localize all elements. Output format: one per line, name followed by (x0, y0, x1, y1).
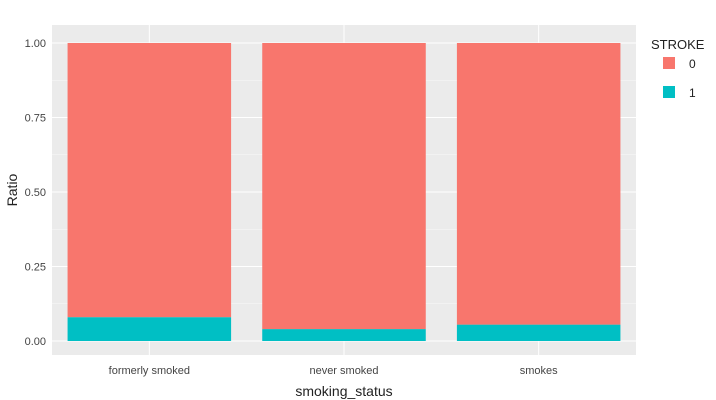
bar-segment-stroke-0[interactable] (67, 43, 232, 318)
x-tick-label: formerly smoked (109, 365, 190, 377)
x-tick-labels: formerly smoked never smoked smokes (109, 365, 558, 377)
y-tick-label: 0.25 (25, 262, 46, 274)
x-tick-label: smokes (520, 365, 558, 377)
bar-segment-stroke-0[interactable] (262, 43, 426, 330)
bars-layer (67, 43, 621, 341)
legend-label-stroke-1: 1 (689, 86, 696, 100)
legend-swatch-stroke-0[interactable] (663, 57, 675, 69)
legend-swatch-stroke-1[interactable] (663, 86, 675, 98)
bar-segment-stroke-1[interactable] (456, 324, 621, 341)
y-tick-label: 0.50 (25, 187, 46, 199)
legend: STROKE 01 (651, 37, 705, 100)
y-tick-label: 0.75 (25, 113, 46, 125)
bar-segment-stroke-1[interactable] (262, 329, 426, 341)
y-tick-labels: 0.00 0.25 0.50 0.75 1.00 (25, 38, 46, 348)
bar-segment-stroke-0[interactable] (456, 43, 621, 325)
legend-label-stroke-0: 0 (689, 57, 696, 71)
y-tick-label: 1.00 (25, 38, 46, 50)
y-tick-label: 0.00 (25, 336, 46, 348)
legend-items: 01 (663, 57, 696, 100)
y-axis-title: Ratio (4, 173, 20, 206)
legend-title: STROKE (651, 37, 705, 52)
bar-segment-stroke-1[interactable] (67, 317, 232, 341)
x-tick-label: never smoked (309, 365, 378, 377)
x-axis-title: smoking_status (295, 383, 392, 399)
